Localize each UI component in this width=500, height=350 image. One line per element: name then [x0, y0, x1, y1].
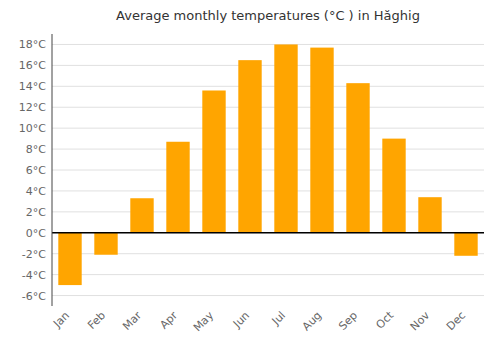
y-tick-label: 12°C — [19, 101, 46, 114]
grid-line — [52, 295, 484, 296]
x-tick-label: Dec — [444, 309, 468, 333]
bar — [274, 44, 297, 232]
x-tick-label: Nov — [408, 309, 433, 334]
y-tick-label: 18°C — [19, 38, 46, 51]
x-tick-label: Apr — [157, 309, 180, 332]
bar — [166, 142, 189, 233]
grid-line — [52, 190, 484, 191]
x-tick-label: Jun — [230, 309, 252, 331]
bar — [310, 48, 333, 233]
y-tick-label: -6°C — [22, 290, 46, 303]
bars — [58, 44, 477, 285]
y-tick-label: -4°C — [22, 269, 46, 282]
grid-line — [52, 128, 484, 129]
grid-line — [52, 86, 484, 87]
title: Average monthly temperatures (°C ) in Hă… — [116, 8, 420, 23]
y-tick-label: 14°C — [19, 80, 46, 93]
bar — [202, 90, 225, 232]
x-tick-label: Oct — [373, 308, 396, 331]
y-tick-label: 0°C — [26, 227, 46, 240]
grid-line — [52, 274, 484, 275]
grid-line — [52, 149, 484, 150]
bar — [418, 197, 441, 233]
bar — [58, 233, 81, 285]
grid — [52, 44, 484, 295]
x-tick-label: May — [191, 309, 217, 335]
bar — [382, 139, 405, 233]
grid-line — [52, 232, 484, 233]
y-tick-label: 4°C — [26, 185, 46, 198]
x-tick-label: Aug — [300, 309, 324, 333]
zero-line — [52, 232, 484, 234]
bar — [238, 60, 261, 233]
x-tick-label: Jul — [269, 309, 288, 328]
y-axis — [52, 34, 53, 306]
bar — [454, 233, 477, 256]
x-tick-label: Feb — [85, 309, 108, 332]
y-tick-label: 6°C — [26, 164, 46, 177]
y-tick-label: -2°C — [22, 248, 46, 261]
x-tick-label: Sep — [336, 309, 360, 333]
bar — [346, 83, 369, 233]
grid-line — [52, 65, 484, 66]
x-tick-label: Jan — [50, 309, 72, 331]
x-tick-label: Mar — [120, 309, 144, 333]
grid-line — [52, 107, 484, 108]
y-tick-label: 10°C — [19, 122, 46, 135]
y-tick-label: 8°C — [26, 143, 46, 156]
y-tick-label: 16°C — [19, 59, 46, 72]
chart: Average monthly temperatures (°C ) in Hă… — [0, 0, 500, 350]
bar — [130, 198, 153, 233]
y-tick-label: 2°C — [26, 206, 46, 219]
bar — [94, 233, 117, 255]
grid-line — [52, 44, 484, 45]
grid-line — [52, 170, 484, 171]
